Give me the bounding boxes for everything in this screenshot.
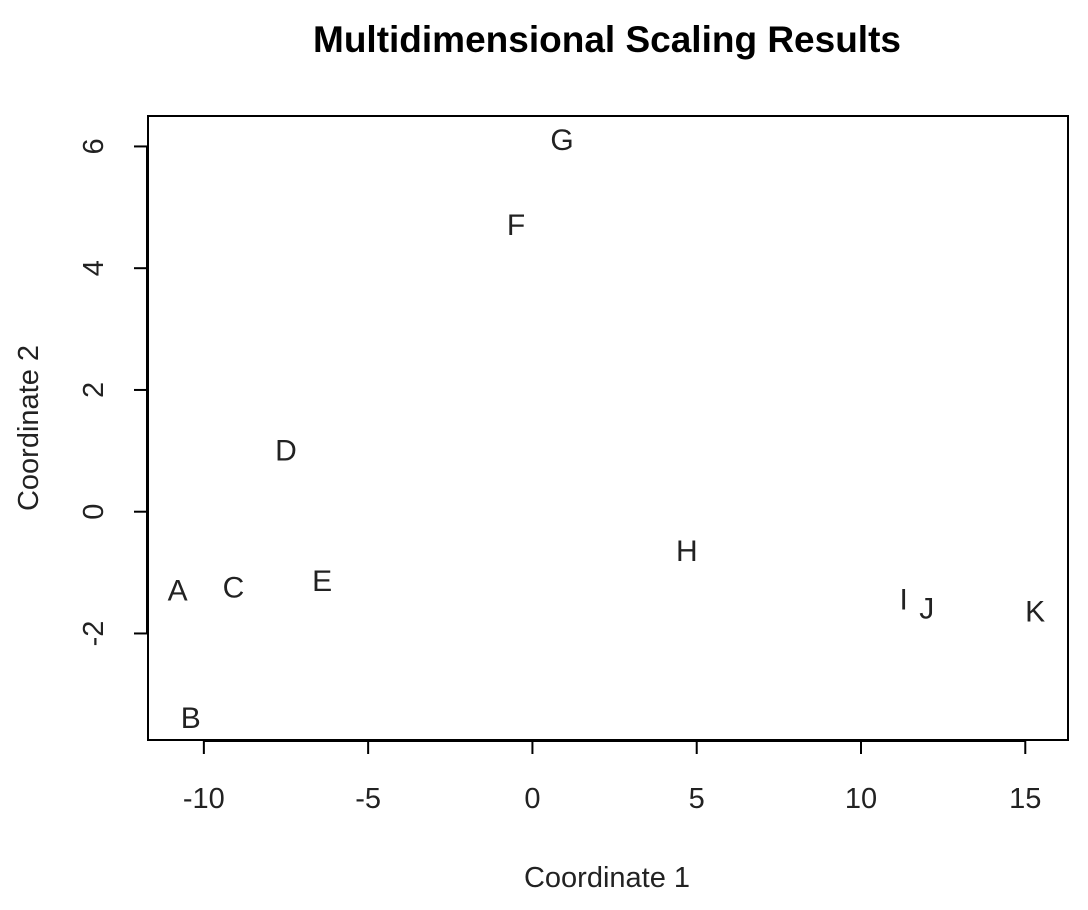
y-tick-label: 6 bbox=[78, 138, 110, 154]
point-label-c: C bbox=[223, 571, 245, 604]
x-axis: -10 -5 0 5 10 15 bbox=[183, 740, 1041, 815]
x-tick-label: 10 bbox=[845, 783, 877, 815]
point-label-j: J bbox=[919, 593, 934, 626]
x-tick-label: -5 bbox=[355, 783, 381, 815]
y-tick-label: -2 bbox=[78, 621, 110, 647]
y-axis: -2 0 2 4 6 bbox=[78, 138, 148, 647]
point-label-e: E bbox=[312, 565, 332, 598]
y-tick-label: 0 bbox=[78, 504, 110, 520]
chart-title: Multidimensional Scaling Results bbox=[313, 19, 901, 60]
point-label-d: D bbox=[275, 434, 297, 467]
y-axis-label: Coordinate 2 bbox=[13, 345, 45, 511]
x-tick-label: -10 bbox=[183, 783, 225, 815]
y-tick-label: 4 bbox=[78, 260, 110, 276]
point-label-g: G bbox=[550, 124, 573, 157]
x-axis-label: Coordinate 1 bbox=[524, 862, 690, 894]
point-labels: A B C D E F G H I J K bbox=[168, 124, 1046, 735]
y-tick-label: 2 bbox=[78, 382, 110, 398]
point-label-a: A bbox=[168, 574, 188, 607]
plot-frame bbox=[147, 115, 1069, 741]
x-tick-label: 0 bbox=[524, 783, 540, 815]
point-label-h: H bbox=[676, 535, 698, 568]
point-label-b: B bbox=[181, 702, 201, 735]
point-label-k: K bbox=[1025, 596, 1045, 629]
point-label-i: I bbox=[900, 583, 908, 616]
x-tick-label: 5 bbox=[689, 783, 705, 815]
point-label-f: F bbox=[507, 209, 525, 242]
x-tick-label: 15 bbox=[1009, 783, 1041, 815]
